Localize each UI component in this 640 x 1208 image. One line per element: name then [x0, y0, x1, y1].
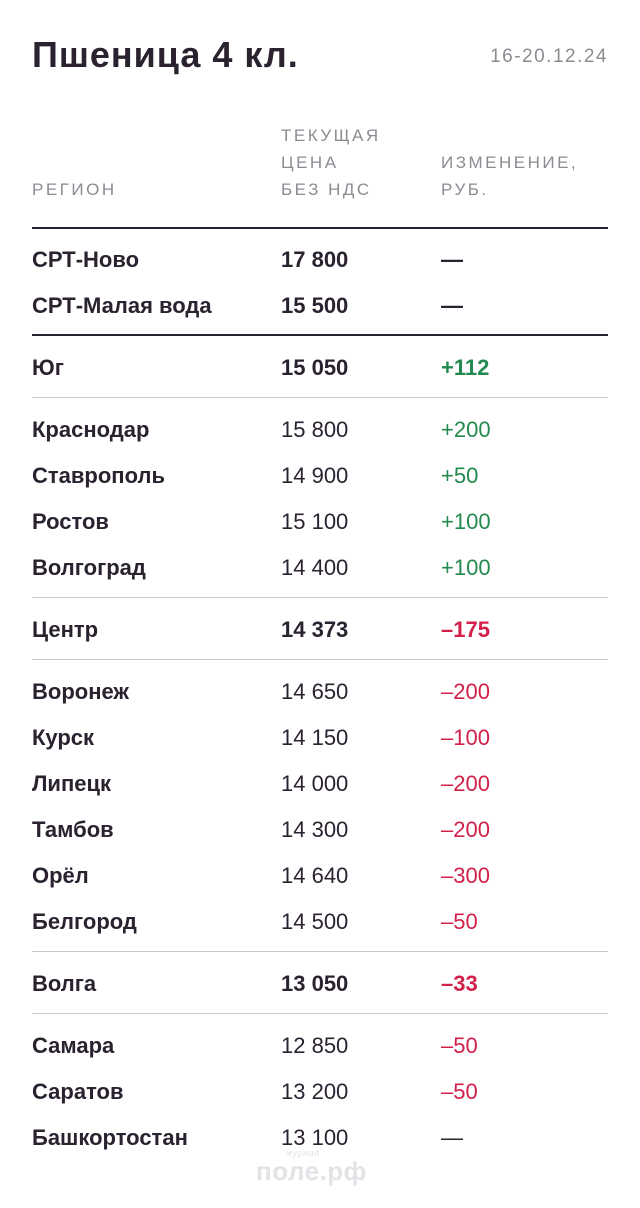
region-cell: Центр: [32, 617, 99, 642]
region-cell: Курск: [32, 725, 95, 750]
table-row: СРТ-Малая вода 15 500 —: [32, 291, 608, 321]
column-header-change-line: ИЗМЕНЕНИЕ,: [441, 153, 579, 172]
column-header-region-label: РЕГИОН: [32, 180, 117, 199]
change-cell: +200: [441, 417, 491, 442]
region-cell: Башкортостан: [32, 1125, 188, 1150]
region-cell: Волга: [32, 971, 97, 996]
header: Пшеница 4 кл. 16-20.12.24: [32, 30, 608, 80]
row-divider: [32, 397, 608, 398]
watermark-brand-text: поле.рф: [256, 1156, 367, 1186]
change-cell: –200: [441, 771, 490, 796]
price-cell: 13 050: [281, 971, 349, 996]
table-row: Волгоград 14 400 +100: [32, 553, 608, 583]
table-row: Краснодар 15 800 +200: [32, 415, 608, 445]
region-cell: СРТ-Ново: [32, 247, 140, 272]
table-row: Орёл 14 640 –300: [32, 861, 608, 891]
row-divider: [32, 659, 608, 660]
price-cell: 14 000: [281, 771, 349, 796]
table-row: Воронеж 14 650 –200: [32, 677, 608, 707]
date-range: 16-20.12.24: [490, 46, 608, 67]
change-cell: –300: [441, 863, 490, 888]
page-title: Пшеница 4 кл.: [32, 34, 299, 75]
table-row: Ростов 15 100 +100: [32, 507, 608, 537]
column-header-price: ТЕКУЩАЯ ЦЕНА БЕЗ НДС: [281, 122, 381, 203]
table-row: Белгород 14 500 –50: [32, 907, 608, 937]
change-cell: –50: [441, 1079, 478, 1104]
region-cell: Орёл: [32, 863, 89, 888]
table-row-group-total: Волга 13 050 –33: [32, 969, 608, 999]
table-row: Тамбов 14 300 –200: [32, 815, 608, 845]
region-cell: Юг: [32, 355, 64, 380]
region-cell: Липецк: [32, 771, 112, 796]
section-divider: [32, 334, 608, 336]
change-cell: –100: [441, 725, 490, 750]
change-cell: +50: [441, 463, 479, 488]
price-cell: 14 400: [281, 555, 349, 580]
row-divider: [32, 597, 608, 598]
watermark-logo: журнал поле.рф: [256, 1148, 386, 1192]
column-header-price-line: ЦЕНА: [281, 153, 339, 172]
price-cell: 14 650: [281, 679, 349, 704]
region-cell: Саратов: [32, 1079, 124, 1104]
header-divider: [32, 227, 608, 229]
table-row-group-total: Центр 14 373 –175: [32, 615, 608, 645]
region-cell: Ростов: [32, 509, 109, 534]
price-cell: 14 150: [281, 725, 349, 750]
change-cell: +112: [441, 355, 490, 380]
price-cell: 15 100: [281, 509, 349, 534]
column-header-change: ИЗМЕНЕНИЕ, РУБ.: [441, 149, 578, 203]
region-cell: Белгород: [32, 909, 137, 934]
price-cell: 14 373: [281, 617, 349, 642]
table-row: Саратов 13 200 –50: [32, 1077, 608, 1107]
table-row: Ставрополь 14 900 +50: [32, 461, 608, 491]
change-cell: –50: [441, 909, 478, 934]
change-cell: —: [441, 1125, 463, 1150]
price-cell: 17 800: [281, 247, 349, 272]
price-cell: 15 050: [281, 355, 349, 380]
column-header-region: РЕГИОН: [32, 176, 117, 203]
table-row-group-total: Юг 15 050 +112: [32, 353, 608, 383]
price-cell: 13 100: [281, 1125, 349, 1150]
price-cell: 14 900: [281, 463, 349, 488]
price-cell: 14 300: [281, 817, 349, 842]
price-cell: 14 500: [281, 909, 349, 934]
region-cell: Волгоград: [32, 555, 146, 580]
change-cell: –200: [441, 679, 490, 704]
region-cell: Краснодар: [32, 417, 150, 442]
region-cell: СРТ-Малая вода: [32, 293, 212, 318]
change-cell: –175: [441, 617, 490, 642]
row-divider: [32, 1013, 608, 1014]
price-cell: 14 640: [281, 863, 349, 888]
price-cell: 12 850: [281, 1033, 349, 1058]
change-cell: —: [441, 293, 463, 318]
table-row: Самара 12 850 –50: [32, 1031, 608, 1061]
table-row: Курск 14 150 –100: [32, 723, 608, 753]
change-cell: —: [441, 247, 463, 272]
watermark-small-text: журнал: [286, 1148, 320, 1158]
price-cell: 13 200: [281, 1079, 349, 1104]
column-header-price-line: БЕЗ НДС: [281, 180, 372, 199]
table-row: Липецк 14 000 –200: [32, 769, 608, 799]
table-row: Башкортостан 13 100 —: [32, 1123, 608, 1153]
table-row: СРТ-Ново 17 800 —: [32, 245, 608, 275]
region-cell: Ставрополь: [32, 463, 165, 488]
region-cell: Воронеж: [32, 679, 130, 704]
price-cell: 15 800: [281, 417, 349, 442]
change-cell: –33: [441, 971, 478, 996]
change-cell: –200: [441, 817, 490, 842]
region-cell: Самара: [32, 1033, 115, 1058]
price-cell: 15 500: [281, 293, 349, 318]
column-header-price-line: ТЕКУЩАЯ: [281, 126, 381, 145]
change-cell: +100: [441, 555, 491, 580]
region-cell: Тамбов: [32, 817, 114, 842]
column-header-change-line: РУБ.: [441, 180, 489, 199]
change-cell: +100: [441, 509, 491, 534]
change-cell: –50: [441, 1033, 478, 1058]
row-divider: [32, 951, 608, 952]
